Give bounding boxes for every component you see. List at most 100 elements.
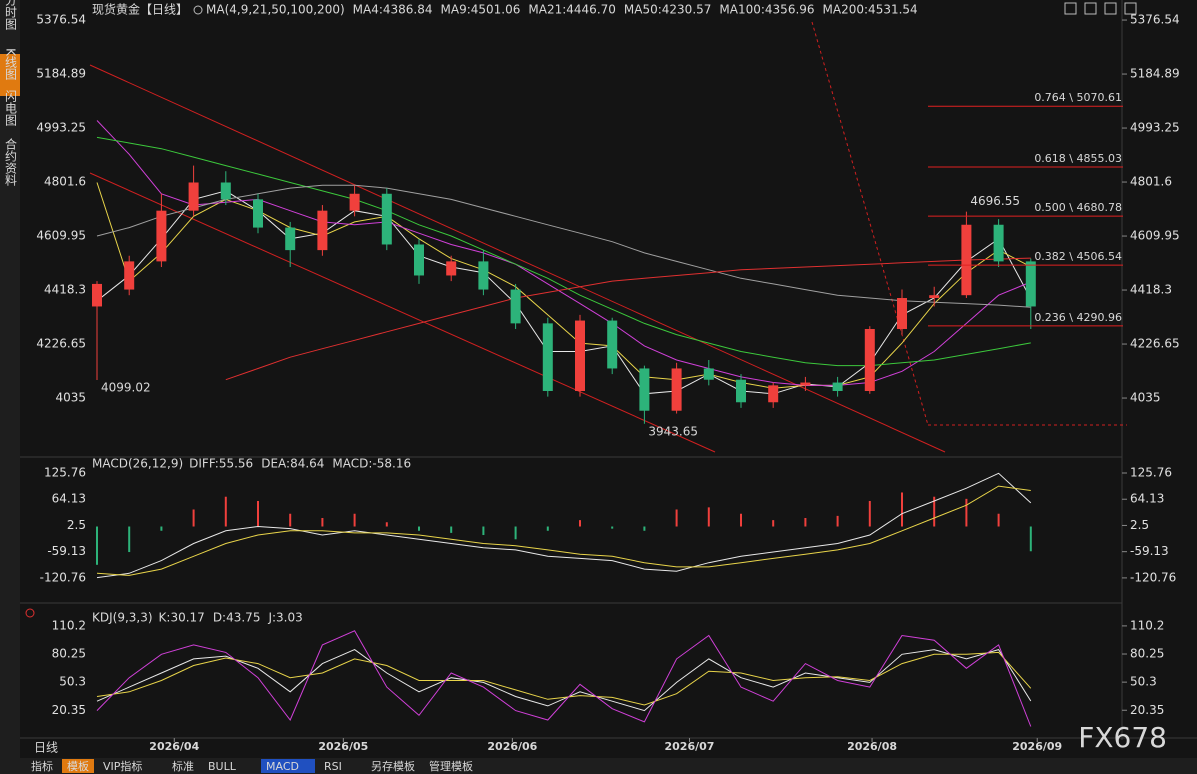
x-tick-label: 2026/07 xyxy=(665,740,715,753)
toolbar-tab[interactable]: MACD xyxy=(266,760,299,773)
price-annotation: 3943.65 xyxy=(648,424,698,438)
chart-title: 现货黄金 xyxy=(92,2,140,17)
indicator-line xyxy=(96,485,1031,576)
toolbar-tab[interactable]: RSI xyxy=(324,760,342,773)
candle-body xyxy=(607,320,618,369)
y-tick-label-left: 5376.54 xyxy=(36,13,86,27)
y-tick-label-left: 50.3 xyxy=(59,675,86,689)
candle-body xyxy=(317,210,328,251)
sidebar xyxy=(0,0,20,774)
indicator-line xyxy=(96,472,1032,579)
x-tick-label: 2026/06 xyxy=(487,740,537,753)
y-tick-label: 20.35 xyxy=(1130,703,1164,717)
candle-body xyxy=(510,289,521,324)
y-tick-label-left: 5184.89 xyxy=(36,67,86,81)
candle-body xyxy=(864,329,875,391)
sidebar-tab[interactable]: 分时图 xyxy=(4,0,18,30)
y-tick-label: 4801.6 xyxy=(1130,175,1172,189)
y-tick-label: 4993.25 xyxy=(1130,121,1180,135)
macd-bar xyxy=(385,522,388,527)
y-tick-label-left: -120.76 xyxy=(40,570,86,584)
macd-bar xyxy=(1029,526,1032,552)
legend-item: MA200:4531.54 xyxy=(823,3,918,17)
indicator-line xyxy=(96,182,1032,389)
macd-bar xyxy=(901,492,903,527)
x-tick-label: 2026/04 xyxy=(149,740,199,753)
y-tick-label: 4609.95 xyxy=(1130,229,1180,243)
macd-bar xyxy=(611,526,614,529)
macd-bar xyxy=(289,513,292,527)
legend-item: MA21:4446.70 xyxy=(528,3,616,17)
macd-bar xyxy=(128,526,131,553)
macd-bar xyxy=(740,513,742,527)
pane-title: MACD(26,12,9) xyxy=(92,457,183,471)
y-tick-label-left: 110.2 xyxy=(52,618,86,632)
toolbar-tab[interactable]: 标准 xyxy=(172,759,194,773)
y-tick-label: 5376.54 xyxy=(1130,13,1180,27)
macd-bar xyxy=(96,526,98,565)
candle-body xyxy=(961,224,972,296)
legend-toggle[interactable] xyxy=(193,5,203,15)
legend-item: DIFF:55.56 xyxy=(189,457,253,471)
macd-bar xyxy=(224,496,227,527)
y-tick-label-left: 4226.65 xyxy=(36,337,86,351)
chart-period: 【日线】 xyxy=(140,3,188,17)
y-tick-label: 110.2 xyxy=(1130,618,1164,632)
candle-body xyxy=(349,193,360,211)
candle-body xyxy=(220,182,231,200)
x-tick-label: 2026/08 xyxy=(847,740,897,753)
legend-item: MA9:4501.06 xyxy=(441,3,521,17)
macd-bar xyxy=(933,496,936,527)
trend-line xyxy=(89,172,716,453)
candle-body xyxy=(897,298,907,330)
candle-body xyxy=(671,368,682,411)
indicator-line xyxy=(96,651,1032,706)
y-tick-label-left: 64.13 xyxy=(52,492,86,506)
toolbar-tab[interactable]: BULL xyxy=(208,760,237,773)
fib-guide xyxy=(811,21,929,426)
candle-body xyxy=(542,323,553,391)
fib-label: 0.236 \ 4290.96 xyxy=(1034,311,1122,324)
toolbar-tab-active xyxy=(261,759,315,773)
sidebar-tab[interactable]: K线图 xyxy=(4,48,18,80)
y-tick-label: 4418.3 xyxy=(1130,283,1172,297)
fib-label: 0.500 \ 4680.78 xyxy=(1034,201,1122,214)
candle-body xyxy=(703,368,714,380)
toolbar-tab[interactable]: 指标 xyxy=(31,759,53,773)
fib-label: 0.382 \ 4506.54 xyxy=(1034,250,1122,263)
y-tick-label: -59.13 xyxy=(1130,544,1169,558)
legend-item: MA50:4230.57 xyxy=(624,3,712,17)
toolbar-tab[interactable]: 模板 xyxy=(67,759,89,773)
x-tick-label: 2026/05 xyxy=(318,740,368,753)
macd-bar xyxy=(353,513,356,527)
settings-icon[interactable] xyxy=(25,608,35,618)
y-tick-label-left: 4801.6 xyxy=(44,175,86,189)
macd-bar xyxy=(192,509,195,527)
y-tick-label: 50.3 xyxy=(1130,675,1157,689)
candle-body xyxy=(993,224,1004,262)
y-tick-label: 125.76 xyxy=(1130,465,1172,479)
candle-body xyxy=(768,385,779,403)
toolbar-tab[interactable]: VIP指标 xyxy=(103,759,142,773)
period-label: 日线 xyxy=(34,741,58,755)
indicator-line xyxy=(96,184,1031,308)
macd-bar xyxy=(997,513,1000,527)
sidebar-tab[interactable]: 合约资料 xyxy=(4,137,18,186)
sidebar-tab-active xyxy=(0,54,20,96)
legend-item: J:3.03 xyxy=(267,611,302,625)
toolbar-tab[interactable]: 另存模板 xyxy=(371,759,415,773)
macd-bar xyxy=(321,518,324,527)
y-tick-label: 2.5 xyxy=(1130,518,1149,532)
macd-bar xyxy=(418,526,420,531)
macd-bar xyxy=(546,526,549,531)
y-tick-label-left: 4418.3 xyxy=(44,283,86,297)
toolbar-tab[interactable]: 管理模板 xyxy=(429,759,473,773)
macd-bar xyxy=(257,500,259,527)
macd-bar xyxy=(675,509,678,527)
fib-label: 0.764 \ 5070.61 xyxy=(1034,91,1122,104)
macd-bar xyxy=(707,507,710,527)
sidebar-tab[interactable]: 闪电图 xyxy=(4,90,18,126)
candle-body xyxy=(253,199,263,228)
